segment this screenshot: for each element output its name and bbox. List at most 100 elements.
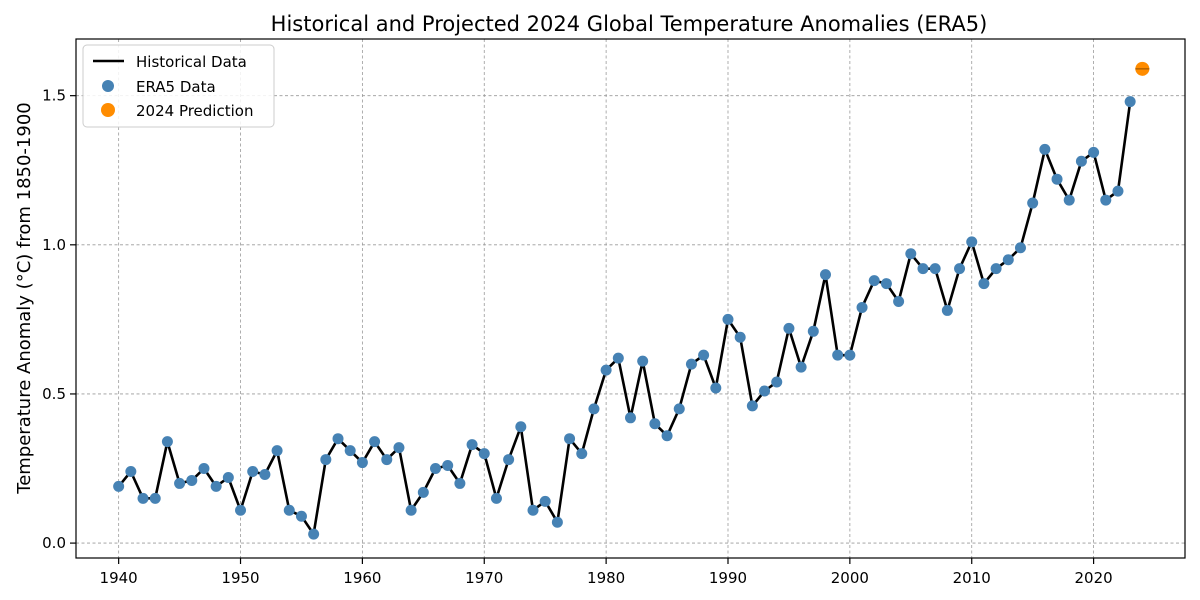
era5-data-point	[430, 463, 442, 475]
era5-data-point	[186, 474, 198, 486]
era5-data-point	[856, 301, 868, 313]
era5-data-point	[1063, 194, 1075, 206]
era5-data-point	[990, 263, 1002, 275]
historical-line-path	[117, 101, 1132, 536]
era5-data-point	[1124, 96, 1136, 108]
era5-data-points	[113, 96, 1136, 540]
era5-data-point	[1088, 146, 1100, 158]
era5-data-point	[929, 263, 941, 275]
x-tick-label: 1940	[100, 569, 138, 587]
prediction-points	[1135, 61, 1150, 76]
era5-data-point	[832, 349, 844, 361]
plot-frame	[75, 38, 1186, 559]
x-tick-label: 2010	[953, 569, 991, 587]
era5-data-point	[795, 361, 807, 373]
era5-data-point	[1014, 242, 1026, 254]
era5-data-point	[612, 352, 624, 364]
era5-data-point	[503, 454, 515, 466]
era5-data-point	[954, 263, 966, 275]
era5-data-point	[649, 418, 661, 430]
era5-data-point	[966, 236, 978, 248]
era5-data-point	[442, 460, 454, 472]
era5-data-point	[356, 457, 368, 469]
era5-data-point	[746, 400, 758, 412]
x-tick-label: 1970	[465, 569, 503, 587]
era5-data-point	[941, 304, 953, 316]
era5-data-point	[344, 445, 356, 457]
era5-data-point	[710, 382, 722, 394]
era5-data-point	[113, 480, 125, 492]
era5-data-point	[295, 510, 307, 522]
era5-data-point	[174, 477, 186, 489]
era5-data-point	[637, 355, 649, 367]
era5-data-point	[978, 278, 990, 290]
legend: Historical Data ERA5 Data 2024 Predictio…	[82, 44, 275, 128]
axis-ticks: 1940 1950 1960 1970 1980 1990 2000 2010 2020 0.0 0…	[42, 87, 1113, 587]
era5-data-point	[332, 433, 344, 445]
era5-data-point	[539, 495, 551, 507]
era5-data-point	[515, 421, 527, 433]
legend-label-historical: Historical Data	[136, 53, 247, 71]
grid-lines	[76, 39, 1185, 558]
era5-data-point	[393, 442, 405, 454]
era5-data-point	[247, 466, 259, 477]
x-tick-label: 1960	[343, 569, 381, 587]
era5-data-point	[698, 349, 710, 361]
x-tick-label: 2020	[1075, 569, 1113, 587]
era5-data-point	[734, 331, 746, 343]
era5-data-point	[807, 325, 819, 337]
era5-data-point	[381, 454, 393, 466]
era5-data-point	[320, 454, 332, 466]
era5-data-point	[551, 516, 563, 528]
x-tick-label: 1990	[709, 569, 747, 587]
legend-label-era5: ERA5 Data	[136, 78, 216, 96]
era5-data-point	[210, 480, 222, 492]
era5-data-point	[600, 364, 612, 376]
era5-data-point	[880, 278, 892, 290]
era5-data-point	[905, 248, 917, 260]
era5-data-point	[137, 492, 149, 504]
y-tick-label: 1.0	[42, 236, 66, 254]
era5-data-point	[1051, 173, 1063, 185]
legend-prediction-swatch	[101, 103, 115, 117]
era5-data-point	[527, 504, 539, 516]
era5-data-point	[369, 436, 381, 448]
era5-data-point	[1100, 194, 1112, 206]
era5-data-point	[1002, 254, 1014, 266]
era5-data-point	[405, 504, 417, 516]
era5-data-point	[478, 448, 490, 460]
era5-data-point	[271, 445, 283, 457]
y-tick-label: 1.5	[42, 87, 66, 105]
era5-data-point	[819, 269, 831, 281]
era5-data-point	[917, 263, 929, 275]
legend-box	[82, 44, 275, 128]
era5-data-point	[893, 295, 905, 307]
era5-data-point	[490, 492, 502, 504]
chart-title: Historical and Projected 2024 Global Tem…	[271, 12, 988, 36]
legend-era5-swatch	[102, 80, 114, 92]
y-tick-label: 0.5	[42, 385, 66, 403]
era5-data-point	[783, 322, 795, 334]
era5-data-point	[564, 433, 576, 445]
era5-data-point	[161, 436, 173, 448]
era5-data-point	[759, 385, 771, 397]
era5-data-point	[283, 504, 295, 516]
era5-data-point	[661, 430, 673, 442]
era5-data-point	[844, 349, 856, 361]
x-tick-label: 1980	[587, 569, 625, 587]
era5-data-point	[685, 358, 697, 370]
era5-data-point	[417, 486, 429, 498]
era5-data-point	[1112, 185, 1124, 197]
era5-data-point	[259, 468, 271, 480]
era5-data-point	[1027, 197, 1039, 209]
era5-data-point	[308, 528, 320, 540]
era5-data-point	[198, 463, 210, 475]
y-tick-label: 0.0	[42, 534, 66, 552]
era5-data-point	[1039, 143, 1051, 155]
era5-data-point	[466, 439, 478, 451]
x-tick-label: 1950	[221, 569, 259, 587]
x-tick-label: 2000	[831, 569, 869, 587]
y-axis-label: Temperature Anomaly (°C) from 1850-1900	[14, 102, 35, 494]
era5-data-point	[673, 403, 685, 415]
